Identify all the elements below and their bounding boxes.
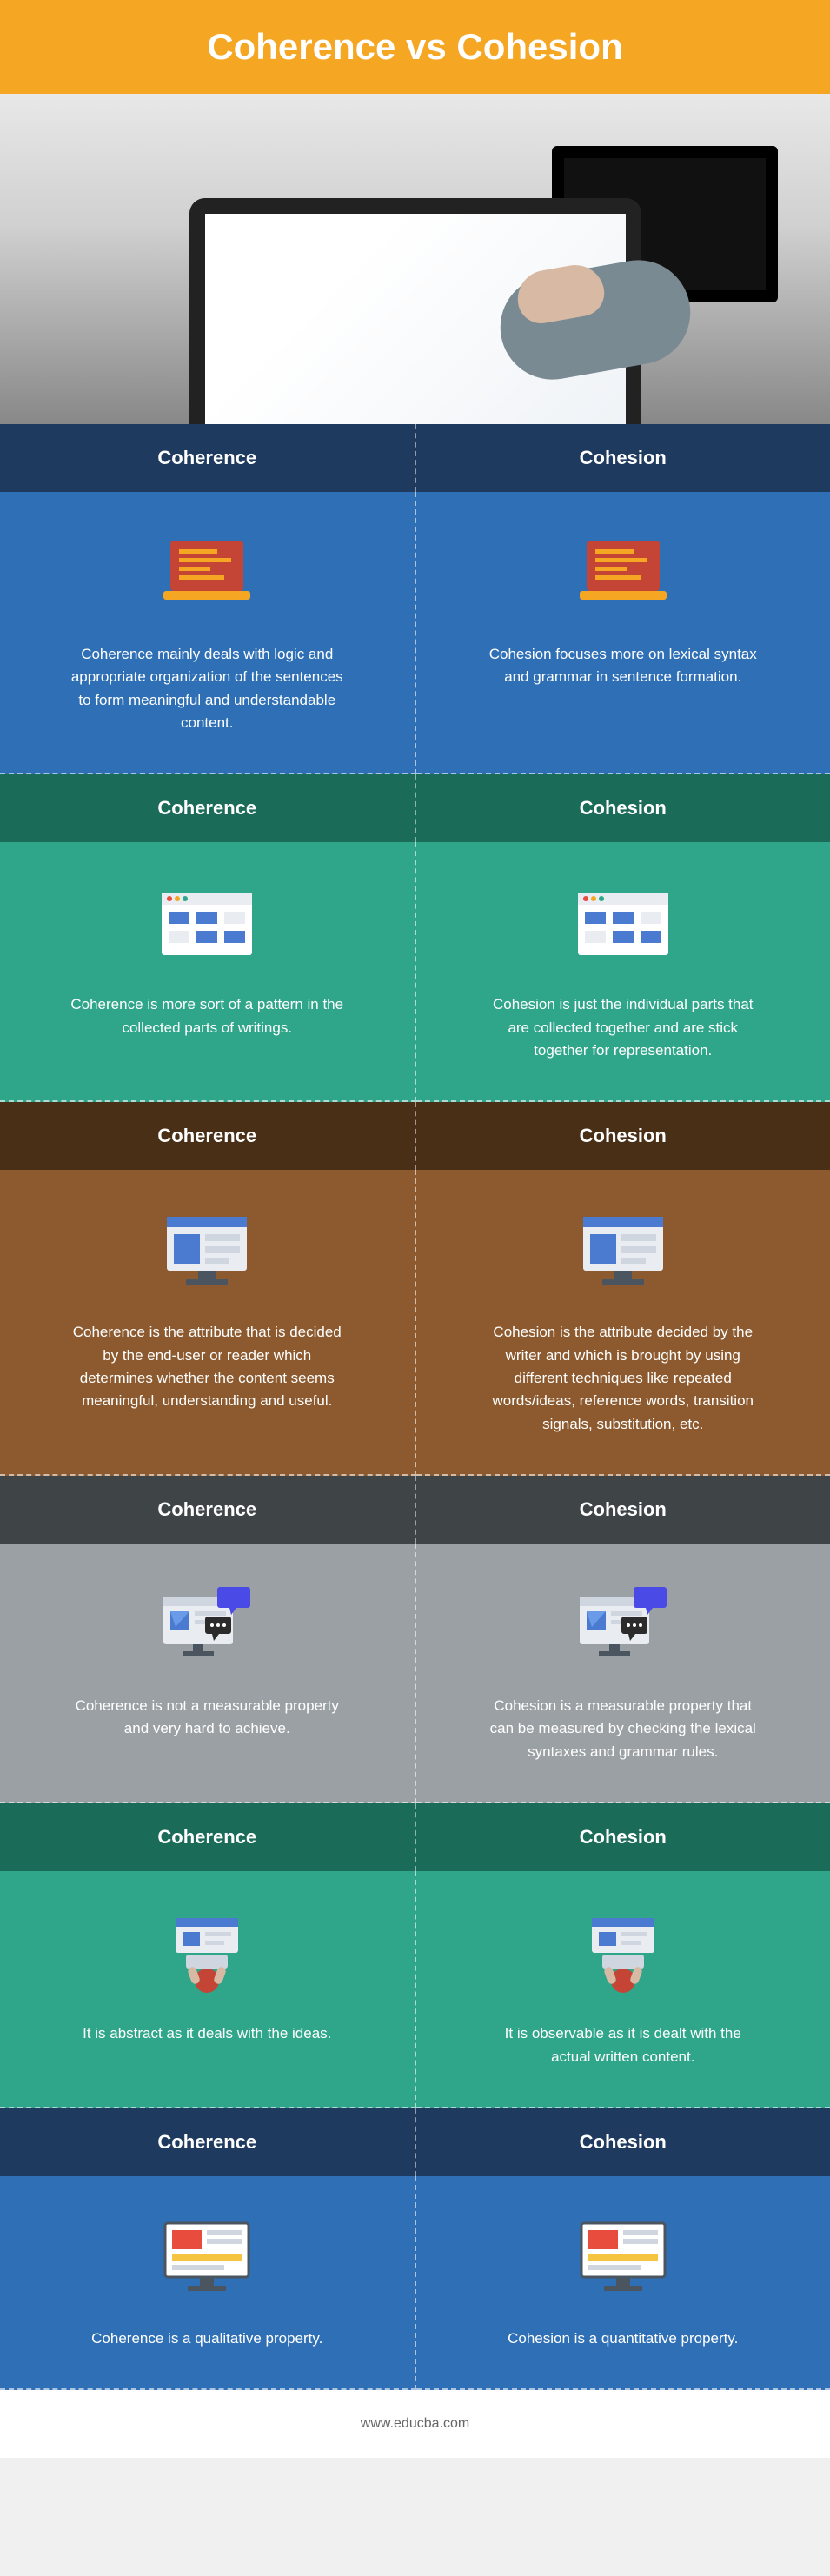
header-left: Coherence: [0, 1102, 416, 1170]
header-right: Cohesion: [416, 2108, 830, 2176]
section-icon: [35, 1573, 380, 1677]
coherence-text: Coherence is a qualitative property.: [68, 2327, 346, 2350]
section-header: CoherenceCohesion: [0, 1476, 830, 1544]
header-right: Cohesion: [416, 1102, 830, 1170]
cohesion-text: Cohesion is just the individual parts th…: [484, 993, 762, 1062]
section-header: CoherenceCohesion: [0, 1102, 830, 1170]
section-icon: [451, 521, 796, 626]
infographic-page: Coherence vs Cohesion CoherenceCohesionC…: [0, 0, 830, 2458]
cell-right: It is observable as it is dealt with the…: [416, 1871, 830, 2108]
coherence-text: Coherence is more sort of a pattern in t…: [68, 993, 346, 1039]
header-left: Coherence: [0, 1803, 416, 1871]
section-icon: [451, 1573, 796, 1677]
page-title: Coherence vs Cohesion: [17, 26, 813, 68]
section-body: Coherence is the attribute that is decid…: [0, 1170, 830, 1476]
comparison-sections: CoherenceCohesionCoherence mainly deals …: [0, 424, 830, 2390]
cell-right: Cohesion is the attribute decided by the…: [416, 1170, 830, 1476]
section-header: CoherenceCohesion: [0, 1803, 830, 1871]
section-icon: [451, 1199, 796, 1304]
cell-left: Coherence is more sort of a pattern in t…: [0, 842, 416, 1102]
cohesion-text: Cohesion is the attribute decided by the…: [484, 1321, 762, 1436]
cohesion-text: Cohesion is a quantitative property.: [484, 2327, 762, 2350]
section-body: Coherence mainly deals with logic and ap…: [0, 492, 830, 774]
cohesion-text: Cohesion focuses more on lexical syntax …: [484, 643, 762, 689]
header-left: Coherence: [0, 774, 416, 842]
title-band: Coherence vs Cohesion: [0, 0, 830, 94]
section-icon: [451, 2206, 796, 2310]
cell-right: Cohesion is a quantitative property.: [416, 2176, 830, 2390]
cell-left: Coherence is not a measurable property a…: [0, 1544, 416, 1803]
section-body: Coherence is a qualitative property. Cohe…: [0, 2176, 830, 2390]
cell-left: Coherence is a qualitative property.: [0, 2176, 416, 2390]
footer-url: www.educba.com: [361, 2416, 469, 2431]
section-icon: [35, 872, 380, 976]
header-left: Coherence: [0, 424, 416, 492]
hero-image: [0, 94, 830, 424]
header-right: Cohesion: [416, 1803, 830, 1871]
cell-left: It is abstract as it deals with the idea…: [0, 1871, 416, 2108]
section-body: Coherence is more sort of a pattern in t…: [0, 842, 830, 1102]
section-icon: [35, 1901, 380, 2005]
section-header: CoherenceCohesion: [0, 774, 830, 842]
cell-right: Cohesion focuses more on lexical syntax …: [416, 492, 830, 774]
header-left: Coherence: [0, 2108, 416, 2176]
section-body: Coherence is not a measurable property a…: [0, 1544, 830, 1803]
cohesion-text: It is observable as it is dealt with the…: [484, 2022, 762, 2068]
cell-right: Cohesion is just the individual parts th…: [416, 842, 830, 1102]
section-icon: [35, 521, 380, 626]
section-header: CoherenceCohesion: [0, 2108, 830, 2176]
header-right: Cohesion: [416, 1476, 830, 1544]
cell-left: Coherence mainly deals with logic and ap…: [0, 492, 416, 774]
cell-right: Cohesion is a measurable property that c…: [416, 1544, 830, 1803]
header-right: Cohesion: [416, 774, 830, 842]
header-left: Coherence: [0, 1476, 416, 1544]
section-header: CoherenceCohesion: [0, 424, 830, 492]
coherence-text: Coherence is not a measurable property a…: [68, 1695, 346, 1741]
footer: www.educba.com: [0, 2390, 830, 2458]
coherence-text: Coherence mainly deals with logic and ap…: [68, 643, 346, 734]
coherence-text: Coherence is the attribute that is decid…: [68, 1321, 346, 1412]
header-right: Cohesion: [416, 424, 830, 492]
section-body: It is abstract as it deals with the idea…: [0, 1871, 830, 2108]
cohesion-text: Cohesion is a measurable property that c…: [484, 1695, 762, 1763]
section-icon: [451, 872, 796, 976]
cell-left: Coherence is the attribute that is decid…: [0, 1170, 416, 1476]
section-icon: [35, 2206, 380, 2310]
section-icon: [451, 1901, 796, 2005]
coherence-text: It is abstract as it deals with the idea…: [68, 2022, 346, 2045]
section-icon: [35, 1199, 380, 1304]
